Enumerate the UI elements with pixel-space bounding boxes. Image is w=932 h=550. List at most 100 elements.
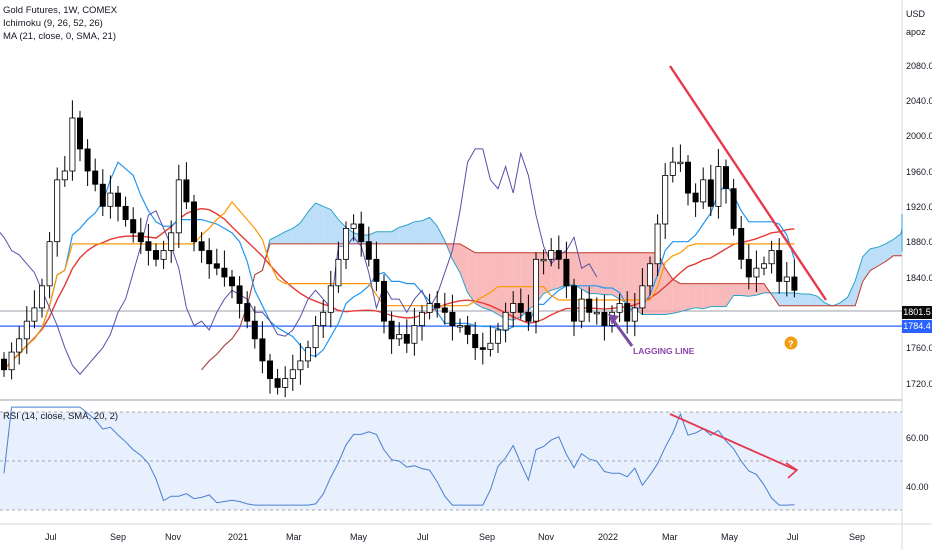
cloud-segment <box>794 292 802 306</box>
cloud-segment <box>323 206 331 244</box>
candle-body <box>115 192 122 207</box>
cloud-segment <box>452 243 460 273</box>
cloud-segment <box>726 283 734 307</box>
candle-body <box>494 329 501 344</box>
ma-line <box>3 207 795 371</box>
candle-body <box>175 179 182 234</box>
candle-body <box>266 360 273 379</box>
candle-body <box>441 307 448 313</box>
ma-legend[interactable]: MA (21, close, 0, SMA, 21) <box>3 31 116 42</box>
cloud-segment <box>596 252 605 295</box>
price-axis[interactable]: USD apoz 2080.0 2040.0 2000.0 1960.0 192… <box>906 9 932 492</box>
cloud-segment <box>376 231 384 244</box>
candle-body <box>39 285 46 309</box>
cloud-segment <box>498 252 506 319</box>
candle-body <box>586 298 593 313</box>
candle-body <box>525 311 532 322</box>
candle-body <box>183 179 190 203</box>
candle-body <box>198 241 205 251</box>
candle-body <box>16 338 23 353</box>
candle-body <box>616 303 623 313</box>
cloud-segment <box>680 283 688 312</box>
candle-body <box>54 179 61 243</box>
cloud-segment <box>391 227 400 244</box>
candle-body <box>274 378 281 388</box>
candle-body <box>502 311 509 331</box>
candle-body <box>669 161 676 176</box>
cloud-segment <box>270 236 278 244</box>
cloud-segment <box>612 252 620 300</box>
candle-body <box>358 223 365 243</box>
cloud-segment <box>718 283 726 307</box>
candle-body <box>517 303 524 313</box>
candle-body <box>418 311 425 326</box>
candle-body <box>578 298 585 322</box>
cloud-segment <box>862 248 871 282</box>
span-a-line <box>201 202 903 371</box>
candle-body <box>783 276 790 282</box>
x-tick: Sep <box>110 532 126 542</box>
candle-body <box>403 334 410 344</box>
candle-body <box>365 241 372 260</box>
cloud-segment <box>733 283 742 296</box>
time-axis[interactable]: Jul Sep Nov 2021 Mar May Jul Sep Nov 202… <box>45 532 865 542</box>
candle-body <box>327 285 334 313</box>
candle-body <box>692 192 699 203</box>
cloud-segment <box>703 283 711 309</box>
cloud-segment <box>315 203 324 244</box>
x-tick: Mar <box>662 532 678 542</box>
candle-body <box>593 311 600 315</box>
cloud-segment <box>847 280 856 306</box>
x-tick: Jul <box>417 532 429 542</box>
trendline-arrowhead <box>785 462 799 479</box>
candle-body <box>434 303 441 309</box>
cloud-segment <box>589 252 597 294</box>
question-mark: ? <box>788 339 794 349</box>
axis-user: apoz <box>906 27 926 37</box>
cloud-segment <box>574 252 582 290</box>
candle-body <box>145 241 152 251</box>
span-b-line <box>201 243 902 371</box>
candle-body <box>533 258 540 322</box>
cloud-segment <box>802 294 810 306</box>
candle-body <box>456 325 463 328</box>
cloud-segment <box>292 222 301 244</box>
cloud-segment <box>748 283 757 297</box>
cloud-segment <box>870 247 878 271</box>
candle-body <box>624 303 631 322</box>
candle-body <box>662 175 669 225</box>
candle-body <box>738 228 745 260</box>
price-tick: 1840.0 <box>906 273 932 283</box>
annotations-overlay: ? <box>608 65 827 479</box>
cloud-segment <box>475 252 483 308</box>
candle-body <box>312 325 319 349</box>
candle-body <box>84 148 91 172</box>
ichimoku-legend[interactable]: Ichimoku (9, 26, 52, 26) <box>3 18 103 29</box>
candle-body <box>745 258 752 278</box>
candle-body <box>647 263 654 287</box>
rsi-panel <box>0 406 902 511</box>
cloud-segment <box>885 239 894 262</box>
cloud-segment <box>368 231 377 244</box>
lagging-arrow-head <box>608 314 619 325</box>
candle-body <box>426 303 433 313</box>
candle-body <box>350 223 357 229</box>
cloud-segment <box>422 217 430 244</box>
axis-currency: USD <box>906 9 926 19</box>
candle-body <box>723 166 730 190</box>
cloud-segment <box>414 220 422 244</box>
candle-body <box>677 161 684 165</box>
candle-body <box>8 351 15 371</box>
candle-body <box>61 170 68 181</box>
cloud-segment <box>300 211 308 244</box>
candle-body <box>342 228 349 260</box>
indicator-lines <box>0 148 795 375</box>
x-tick: Jul <box>45 532 57 542</box>
rsi-legend[interactable]: RSI (14, close, SMA, 20, 2) <box>3 411 119 422</box>
x-tick: 2022 <box>598 532 618 542</box>
cloud-segment <box>543 252 552 294</box>
candle-body <box>487 342 494 350</box>
cloud-segment <box>399 225 407 244</box>
candle-body <box>46 241 53 287</box>
